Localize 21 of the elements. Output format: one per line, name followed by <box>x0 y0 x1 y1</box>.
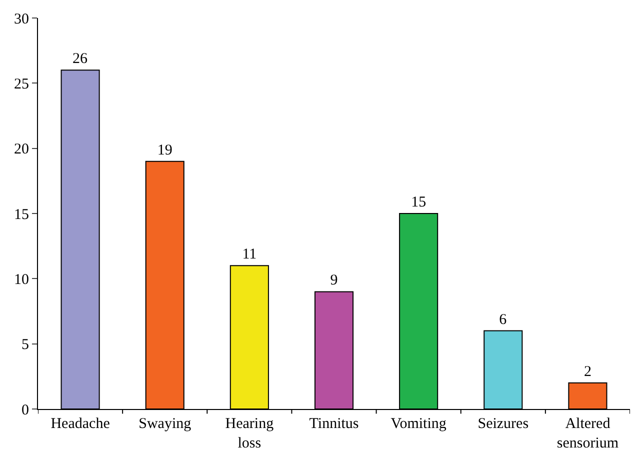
data-label: 9 <box>330 272 338 289</box>
x-tick-label: Seizures <box>478 416 529 432</box>
y-tick-label: 10 <box>14 272 29 288</box>
x-tick-label: Altered sensorium <box>556 416 619 452</box>
x-tick-label: Vomiting <box>390 416 447 432</box>
x-tick-label: Hearing loss <box>225 416 274 452</box>
y-tick-label: 15 <box>14 206 29 223</box>
x-tick-label: Headache <box>50 416 110 432</box>
data-label: 6 <box>499 312 508 328</box>
y-tick-label: 5 <box>22 337 29 354</box>
y-tick-label: 25 <box>14 76 29 92</box>
y-tick-label: 30 <box>14 11 29 28</box>
y-tick-label: 20 <box>14 142 29 158</box>
data-label: 26 <box>72 51 88 68</box>
data-label: 15 <box>411 194 426 210</box>
data-label: 11 <box>242 246 257 263</box>
x-tick-label: Swaying <box>138 416 192 432</box>
data-label: 19 <box>157 142 172 158</box>
y-tick-label: 0 <box>22 402 29 418</box>
data-label: 2 <box>584 364 592 380</box>
x-tick-label: Tinnitus <box>309 416 359 432</box>
